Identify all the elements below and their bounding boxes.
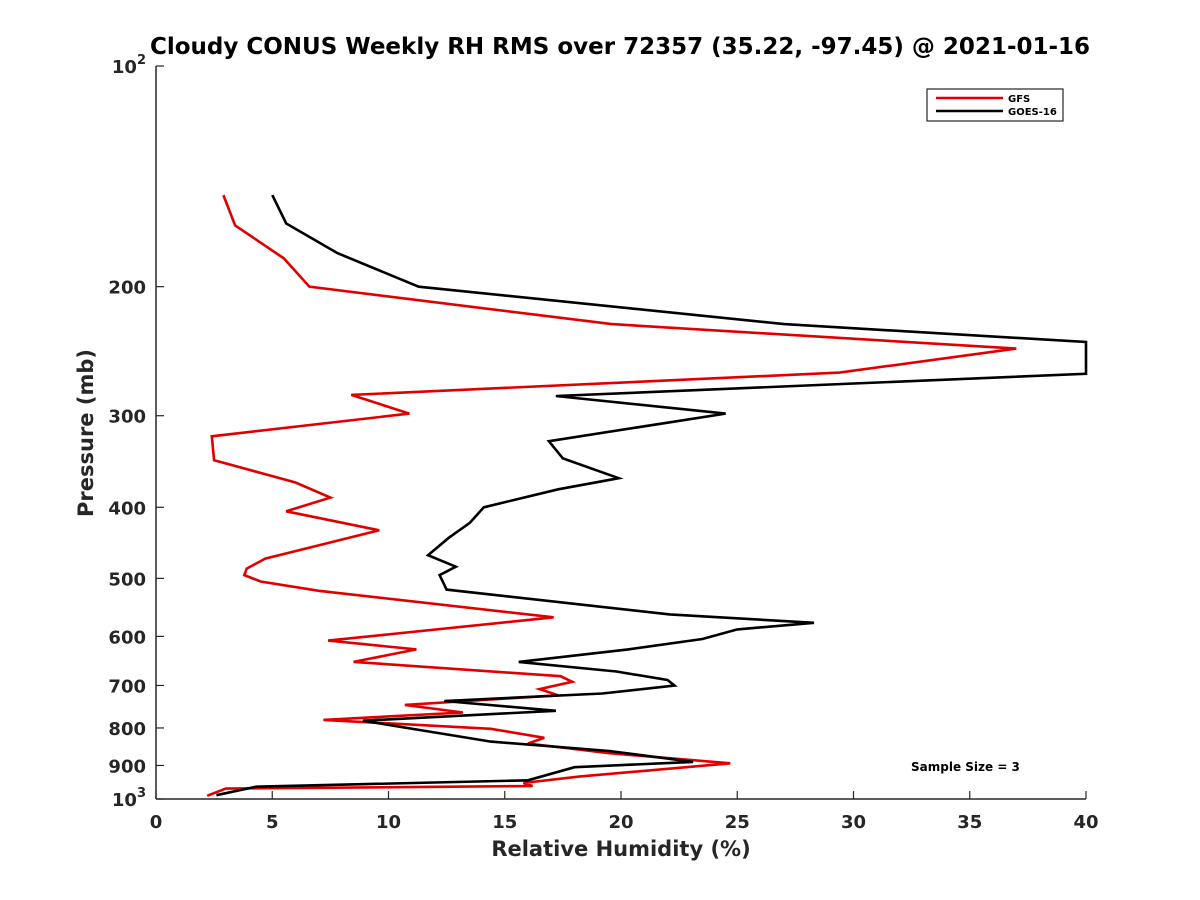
- x-axis-label: Relative Humidity (%): [491, 837, 750, 861]
- y-tick-label: 300: [108, 407, 146, 428]
- x-tick-label: 35: [957, 812, 982, 833]
- chart-title: Cloudy CONUS Weekly RH RMS over 72357 (3…: [150, 34, 1090, 60]
- x-tick-label: 30: [841, 812, 866, 833]
- y-tick-label: 500: [108, 569, 146, 590]
- series-line-goes16: [216, 194, 1088, 797]
- legend-box: [926, 88, 1064, 122]
- x-tick-label: 10: [376, 812, 401, 833]
- x-tick-label: 0: [150, 812, 163, 833]
- y-axis-label: Pressure (mb): [74, 349, 98, 517]
- y-ticks: 102 200 300 400 500 600 700 800 900 103: [108, 53, 164, 811]
- x-tick-label: 20: [608, 812, 633, 833]
- y-tick-label: 200: [108, 278, 146, 299]
- x-ticks: 0 5 10 15 20 25 30 35 40: [150, 791, 1099, 833]
- y-tick-label: 600: [108, 627, 146, 648]
- y-tick-label: 102: [112, 53, 146, 78]
- y-tick-label: 800: [108, 719, 146, 740]
- x-tick-label: 25: [725, 812, 750, 833]
- plot-area: [155, 66, 1086, 800]
- legend-label-gfs: GFS: [1008, 94, 1030, 105]
- legend-label-goes16: GOES-16: [1008, 107, 1057, 118]
- series-line-gfs: [206, 194, 1017, 798]
- y-tick-label: 900: [108, 756, 146, 777]
- x-tick-label: 15: [492, 812, 517, 833]
- x-tick-label: 5: [266, 812, 279, 833]
- x-tick-label: 40: [1073, 812, 1098, 833]
- legend[interactable]: GFS GOES-16: [926, 88, 1064, 122]
- y-tick-label: 400: [108, 498, 146, 519]
- y-tick-label: 103: [112, 786, 146, 811]
- y-tick-label: 700: [108, 676, 146, 697]
- sample-size-annotation: Sample Size = 3: [911, 760, 1020, 774]
- series-layer: [206, 194, 1088, 798]
